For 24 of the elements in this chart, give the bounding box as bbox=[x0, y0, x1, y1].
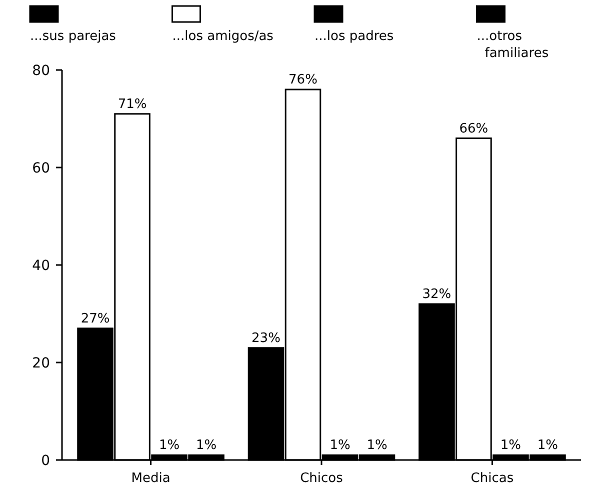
data-label: 32% bbox=[422, 287, 452, 302]
y-tick-label: 20 bbox=[32, 355, 50, 372]
y-tick-label: 60 bbox=[32, 160, 50, 176]
data-label: 66% bbox=[459, 121, 488, 136]
legend-label: ...los padres bbox=[314, 29, 394, 44]
x-tick-label: Chicas bbox=[470, 471, 514, 486]
data-label: 1% bbox=[500, 438, 522, 454]
y-tick-label: 80 bbox=[32, 62, 50, 79]
x-tick-label: Media bbox=[131, 471, 170, 486]
data-label: 1% bbox=[366, 438, 388, 454]
legend-label: ...los amigos/as bbox=[172, 29, 274, 44]
data-label: 23% bbox=[252, 330, 280, 346]
legend-label: ...sus parejas bbox=[30, 29, 116, 44]
data-label: 1% bbox=[330, 438, 350, 454]
data-label: 1% bbox=[196, 438, 217, 454]
legend-label: ...otros familiares bbox=[476, 29, 549, 61]
y-tick-label: 40 bbox=[32, 258, 50, 274]
data-label: 27% bbox=[80, 311, 110, 326]
data-label: 76% bbox=[288, 72, 318, 88]
data-label: 1% bbox=[537, 438, 558, 454]
x-tick-label: Chicos bbox=[300, 471, 344, 486]
data-label: 71% bbox=[118, 96, 147, 112]
data-label: 1% bbox=[158, 438, 180, 454]
y-tick-label: 0 bbox=[41, 452, 50, 469]
